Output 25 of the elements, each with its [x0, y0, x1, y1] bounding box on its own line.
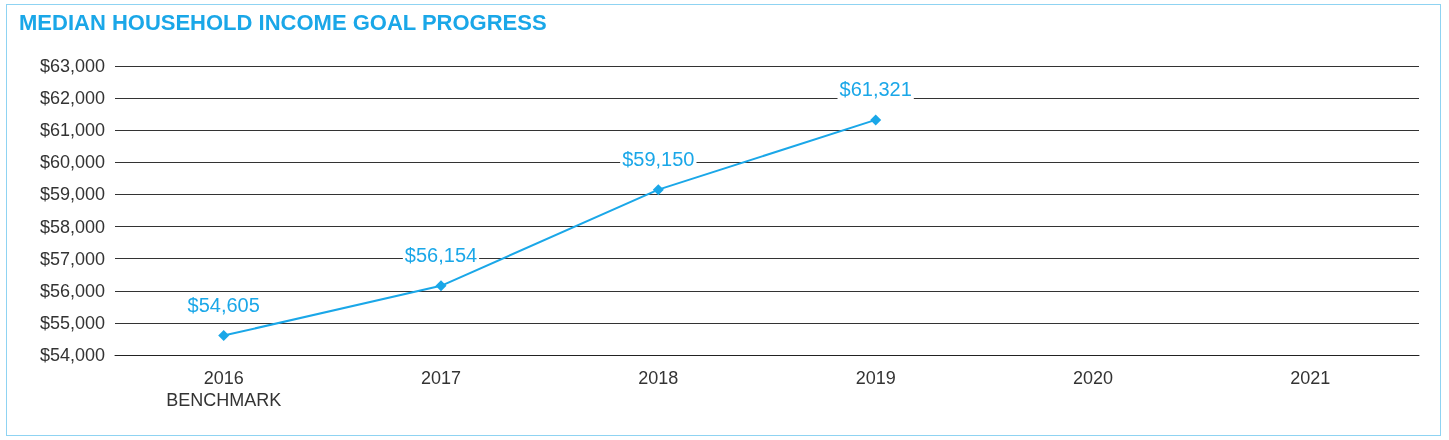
data-label: $54,605 [187, 294, 260, 317]
data-label: $61,321 [839, 78, 912, 101]
y-tick-label: $63,000 [39, 56, 105, 76]
x-tick-label: 2018 [638, 368, 679, 388]
y-tick-label: $62,000 [39, 88, 105, 109]
chart-title: MEDIAN HOUSEHOLD INCOME GOAL PROGRESS [19, 9, 547, 35]
x-tick-label: 2017 [420, 368, 462, 388]
y-tick-label: $61,000 [39, 120, 105, 141]
y-tick-label: $60,000 [39, 152, 105, 173]
data-label: $59,150 [622, 148, 695, 171]
point [218, 330, 230, 342]
x-tick-label: 2021 [1290, 368, 1331, 388]
x-tick-label: 2019 [855, 368, 896, 388]
x-tick-label: 2016 BENCHMARK [166, 368, 282, 410]
y-tick-label: $57,000 [39, 248, 105, 269]
y-tick-label: $56,000 [39, 280, 105, 301]
y-tick-label: $59,000 [39, 184, 105, 205]
y-tick-label: $54,000 [39, 345, 105, 365]
point [435, 280, 447, 292]
point [870, 114, 882, 126]
x-tick-label: 2020 [1072, 368, 1114, 388]
data-label: $56,154 [404, 244, 478, 267]
point [652, 184, 664, 196]
y-tick-label: $58,000 [39, 216, 105, 237]
y-tick-label: $55,000 [39, 312, 105, 333]
